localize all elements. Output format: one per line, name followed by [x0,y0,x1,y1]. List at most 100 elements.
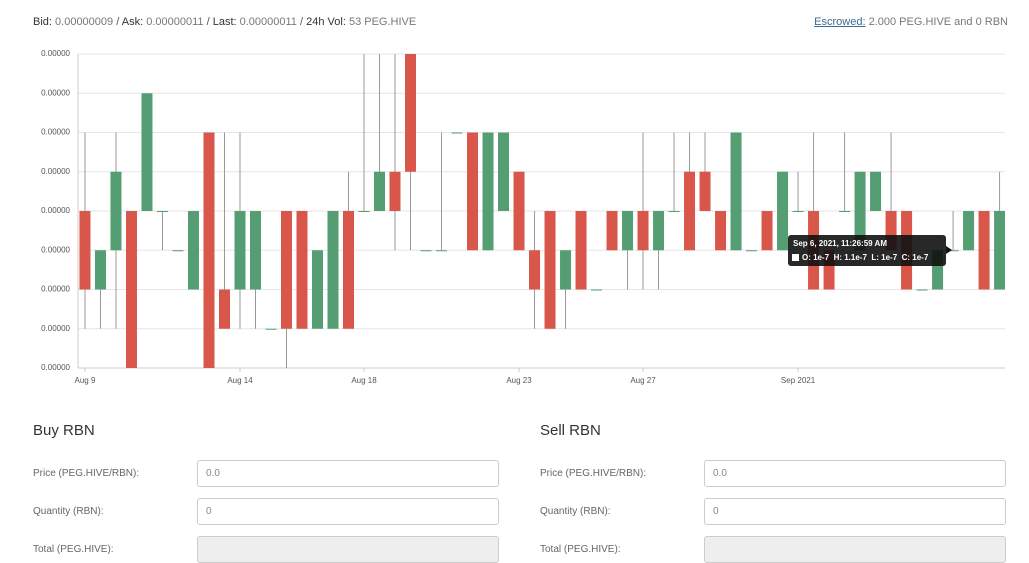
tooltip-arrow [946,246,952,254]
candle-body [606,211,618,251]
input[interactable]: 0.0 [704,460,1006,487]
escrow-link[interactable]: Escrowed: [814,16,866,28]
y-tick-label: 0.00000 [41,88,70,97]
candle-body [529,250,541,290]
escrow-info: Escrowed: 2.000 PEG.HIVE and 0 RBN [814,16,1008,28]
field-label: Quantity (RBN): [540,506,611,517]
candle-body [110,171,122,251]
candle-body [203,132,215,368]
separator: / [116,16,120,28]
candle-body [343,211,355,329]
input[interactable]: 0.0 [197,460,499,487]
field-label: Quantity (RBN): [33,506,104,517]
candle-body [405,54,417,172]
candle-body [280,211,292,329]
y-tick-label: 0.00000 [41,128,70,137]
input[interactable] [197,536,499,563]
y-tick-label: 0.00000 [41,363,70,372]
candle-body [436,250,448,252]
candle-body [854,171,866,251]
candle-body [792,211,804,212]
candle-body [296,211,308,329]
x-tick-label: Aug 18 [351,376,377,385]
candle-body [141,93,153,211]
stat-label: Last: [212,16,237,28]
stat-value: 0.00000011 [239,16,297,28]
y-tick-label: 0.00000 [41,49,70,58]
candle-body [544,211,556,329]
y-tick-label: 0.00000 [41,206,70,215]
y-tick-label: 0.00000 [41,245,70,254]
candle-body [358,211,370,212]
form-title: Sell RBN [540,422,601,439]
candle-body [234,211,246,290]
candle-body [265,328,277,330]
candle-body [870,171,882,211]
input[interactable] [704,536,1006,563]
chart: 0.00000 0.00000 0.00000 0.00000 0.00000 0.000… [41,49,1005,385]
separator: / [206,16,210,28]
candle-body [823,250,835,290]
candle-body [575,211,587,290]
y-tick-label: 0.00000 [41,324,70,333]
x-tick-label: Aug 27 [630,376,656,385]
candle-body [513,171,525,251]
candle-body [327,211,339,329]
candle-body [125,211,137,368]
field-label: Total (PEG.HIVE): [33,544,114,555]
candle-body [467,132,479,251]
market-stats: Bid: 0.00000009 / Ask: 0.00000011 / Last… [33,16,416,28]
candle-body [777,171,789,251]
candle-body [653,211,665,251]
candle-body [451,132,463,134]
x-tick-label: Aug 9 [75,376,96,385]
x-tick-label: Sep 2021 [781,376,816,385]
candle-body [839,211,851,212]
candle-body [172,250,184,252]
candle-body [994,211,1005,290]
field-label: Total (PEG.HIVE): [540,544,621,555]
separator: / [300,16,304,28]
y-tick-label: 0.00000 [41,285,70,294]
candle-body [699,171,711,211]
candle-body [932,250,944,290]
candle-body [156,211,168,212]
tooltip-title: Sep 6, 2021, 11:26:59 AM [793,239,887,248]
candle-body [498,132,510,211]
stat-value: 53 PEG.HIVE [348,16,417,28]
stat-label: 24h Vol: [306,16,346,28]
input[interactable]: 0 [197,498,499,525]
candle-body [591,289,603,291]
candle-body [560,250,572,290]
candle-body [389,171,401,211]
candle-body [715,211,727,251]
candle-body [916,289,928,291]
candle-body [187,211,199,290]
candle-body [885,211,897,251]
candle-body [374,171,386,211]
candle-body [746,250,758,252]
candle-body [978,211,990,290]
candle-body [668,211,680,212]
candle-body [684,171,696,251]
candle-body [312,250,324,329]
candle-body [249,211,261,290]
candle-body [420,250,432,252]
x-tick-label: Aug 23 [506,376,532,385]
stat-label: Bid: [33,16,52,28]
candle-body [730,132,742,251]
stat-value: 0.00000011 [146,16,204,28]
input[interactable]: 0 [704,498,1006,525]
form-title: Buy RBN [33,422,95,439]
escrow-text: 2.000 PEG.HIVE and 0 RBN [868,16,1008,28]
tooltip-body: O: 1e-7 H: 1.1e-7 L: 1e-7 C: 1e-7 [802,253,929,262]
tooltip-swatch [792,254,799,261]
candle-body [637,211,649,251]
page: Bid: 0.00000009 / Ask: 0.00000011 / Last… [33,16,1008,563]
stat-label: Ask: [121,16,144,28]
y-tick-label: 0.00000 [41,167,70,176]
x-tick-label: Aug 14 [227,376,253,385]
candle-body [761,211,773,251]
candle-body [963,211,975,251]
candle-body [482,132,494,251]
